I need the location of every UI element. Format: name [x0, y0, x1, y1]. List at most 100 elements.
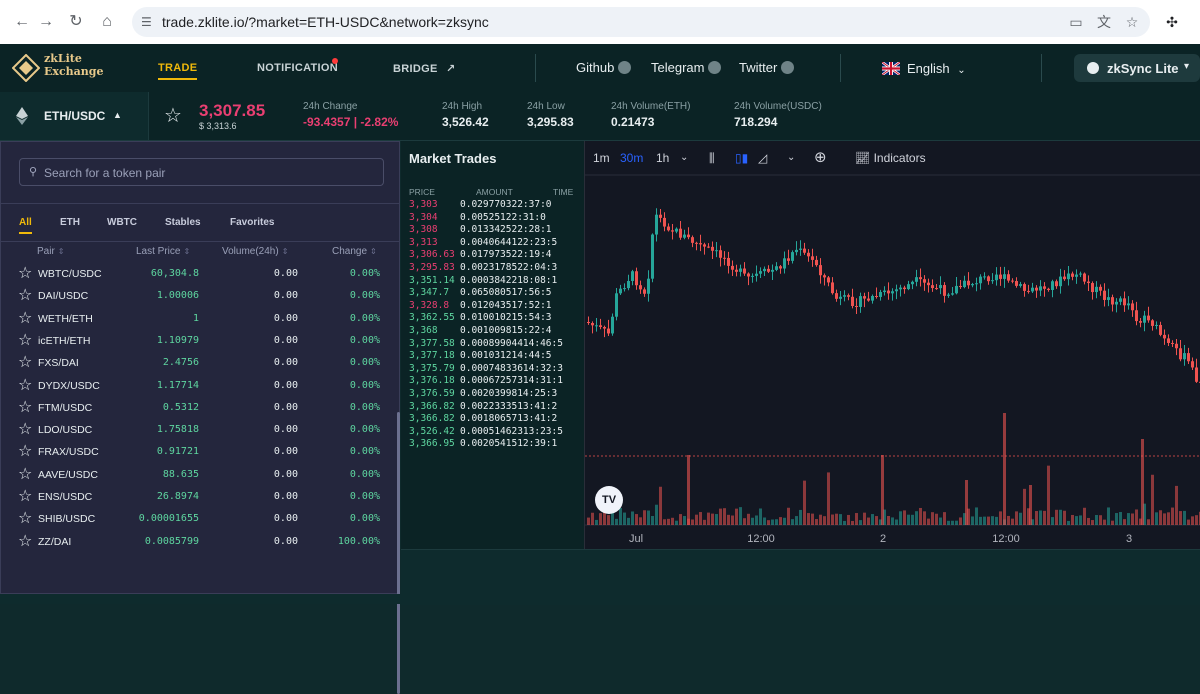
candle-body	[787, 258, 790, 261]
logo-text[interactable]: zkLite Exchange	[44, 52, 104, 78]
col-change[interactable]: Change ⇕	[332, 246, 377, 257]
forward-icon[interactable]: →	[38, 13, 54, 30]
favorite-star-icon[interactable]: ☆	[18, 265, 33, 282]
reload-icon[interactable]: ↻	[69, 13, 83, 30]
col-pair[interactable]: Pair ⇕	[37, 246, 65, 257]
add-compare-icon[interactable]: ⊕	[814, 149, 827, 166]
pair-row[interactable]: ☆ WETH/ETH 1 0.00 0.00%	[1, 309, 391, 331]
translate-icon[interactable]: 文	[1097, 14, 1111, 30]
candle-body	[679, 228, 682, 238]
pair-row[interactable]: ☆ FTM/USDC 0.5312 0.00 0.00%	[1, 398, 391, 420]
candle-body	[975, 283, 978, 285]
favorite-star-icon[interactable]: ☆	[18, 510, 33, 528]
candle-body	[895, 289, 898, 292]
bar-style-icon[interactable]: ⫼	[709, 151, 715, 165]
volume-bar	[1007, 515, 1010, 525]
pair-row[interactable]: ☆ FXS/DAI 2.4756 0.00 0.00%	[1, 353, 391, 375]
candle-body	[1055, 281, 1058, 287]
twitter-link[interactable]: Twitter	[739, 60, 795, 75]
telegram-link[interactable]: Telegram	[651, 60, 722, 75]
trade-amount-time: 0.012043517:52:1	[460, 299, 552, 311]
back-icon[interactable]: ←	[14, 13, 30, 30]
candle-body	[935, 288, 938, 290]
tab-favorites[interactable]: Favorites	[230, 217, 275, 228]
volume-bar	[971, 516, 974, 525]
pair-row[interactable]: ☆ ENS/USDC 26.8974 0.00 0.00%	[1, 487, 391, 509]
stat-label: 24h Volume(ETH)	[611, 101, 691, 112]
interval-1h[interactable]: 1h	[656, 151, 670, 165]
favorite-star-icon[interactable]: ☆	[18, 376, 33, 394]
trade-amount-time: 0.0023178522:04:3	[460, 262, 558, 273]
pair-selector[interactable]: ETH/USDC ▲	[0, 92, 149, 140]
pair-row[interactable]: ☆ AAVE/USDC 88.635 0.00 0.00%	[1, 465, 391, 487]
pair-row[interactable]: ☆ LDO/USDC 1.75818 0.00 0.00%	[1, 420, 391, 442]
volume-bar	[995, 516, 998, 525]
pair-row[interactable]: ☆ DYDX/USDC 1.17714 0.00 0.00%	[1, 376, 391, 398]
tradingview-logo[interactable]: TV	[595, 486, 623, 514]
pair-row[interactable]: ☆ SHIB/USDC 0.00001655 0.00 0.00%	[1, 509, 391, 531]
install-app-icon[interactable]: ▭	[1069, 14, 1083, 30]
interval-30m[interactable]: 30m	[620, 151, 644, 165]
site-settings-icon[interactable]: ☰	[141, 15, 152, 29]
favorite-star-icon[interactable]: ☆	[18, 532, 33, 550]
pair-row[interactable]: ☆ WBTC/USDC 60,304.8 0.00 0.00%	[1, 264, 391, 286]
pair-row[interactable]: ☆ ZZ/DAI 0.0085799 0.00 100.00%	[1, 532, 391, 554]
favorite-star-icon[interactable]: ☆	[18, 443, 33, 461]
bookmark-star-icon[interactable]: ☆	[1125, 14, 1139, 30]
pair-row[interactable]: ☆ FRAX/USDC 0.91721 0.00 0.00%	[1, 442, 391, 464]
pair-row[interactable]: ☆ DAI/USDC 1.00006 0.00 0.00%	[1, 286, 391, 308]
favorite-star-icon[interactable]: ☆	[18, 309, 33, 327]
interval-1m[interactable]: 1m	[593, 151, 610, 165]
col-amount: AMOUNT	[476, 187, 513, 197]
candle-body	[683, 234, 686, 238]
tab-stables[interactable]: Stables	[165, 217, 201, 228]
address-bar[interactable]: ☰ trade.zklite.io/?market=ETH-USDC&netwo…	[132, 7, 1150, 37]
network-selector[interactable]: zkSync Lite ▾	[1074, 54, 1200, 82]
candle-body	[1123, 298, 1126, 306]
col-volume[interactable]: Volume(24h) ⇕	[222, 246, 289, 257]
home-icon[interactable]: ⌂	[102, 13, 112, 30]
favorite-star-icon[interactable]: ☆	[18, 421, 33, 439]
pair-row[interactable]: ☆ icETH/ETH 1.10979 0.00 0.00%	[1, 331, 391, 353]
volume-bar	[863, 512, 866, 525]
browser-toolbar: ← → ↻ ⌂ ☰ trade.zklite.io/?market=ETH-US…	[0, 0, 1200, 45]
volume-bar	[979, 516, 982, 525]
favorite-star-icon[interactable]: ☆	[18, 331, 33, 349]
volume-bar	[795, 516, 798, 525]
area-style-icon[interactable]: ◿	[758, 151, 768, 165]
favorite-star-icon[interactable]: ☆	[18, 488, 33, 505]
price-chart[interactable]: 1m 30m 1h ⌄ ⫼ ▯▮ ◿ ⌄ ⊕ 📈︎ Indicators Jul…	[584, 141, 1200, 549]
tab-all[interactable]: All	[19, 217, 32, 234]
zklite-logo-icon[interactable]	[12, 54, 40, 82]
pair-search-input[interactable]: ⚲ Search for a token pair	[19, 158, 384, 186]
language-selector[interactable]: English ⌄	[882, 61, 966, 76]
col-last-price[interactable]: Last Price ⇕	[136, 246, 191, 257]
chevron-down-icon[interactable]: ⌄	[787, 152, 796, 163]
favorite-star-icon[interactable]: ☆	[18, 287, 33, 305]
trade-amount-time: 0.065080517:56:5	[460, 287, 552, 299]
url-text[interactable]: trade.zklite.io/?market=ETH-USDC&network…	[162, 14, 489, 30]
scrollbar[interactable]	[397, 412, 400, 694]
indicators-button[interactable]: 📈︎ Indicators	[855, 151, 926, 165]
favorite-star-icon[interactable]: ☆	[18, 398, 33, 416]
favorite-star-icon[interactable]: ☆	[18, 354, 33, 372]
tab-wbtc[interactable]: WBTC	[107, 217, 137, 228]
nav-notification[interactable]: NOTIFICATION	[257, 62, 338, 74]
favorite-star-icon[interactable]: ☆	[164, 105, 182, 127]
candle-body	[1027, 290, 1030, 292]
github-link[interactable]: Github	[576, 60, 632, 75]
candle-body	[815, 259, 818, 266]
nav-bridge[interactable]: BRIDGE ↗	[393, 63, 456, 75]
tab-eth[interactable]: ETH	[60, 217, 80, 228]
extension-icon[interactable]: ✣	[1166, 14, 1178, 30]
favorite-star-icon[interactable]: ☆	[18, 465, 33, 483]
pair-last-price: 0.0085799	[144, 535, 199, 547]
candle-body	[1131, 303, 1134, 311]
candle-style-icon[interactable]: ▯▮	[735, 151, 749, 165]
volume-bar	[1159, 510, 1162, 525]
nav-trade[interactable]: TRADE	[158, 62, 198, 80]
candle-body	[587, 322, 590, 323]
candlestick-plot[interactable]: Jul 12:00 2 12:00 3	[585, 174, 1200, 549]
pair-change: 0.00%	[349, 424, 380, 436]
chevron-down-icon[interactable]: ⌄	[680, 152, 689, 163]
